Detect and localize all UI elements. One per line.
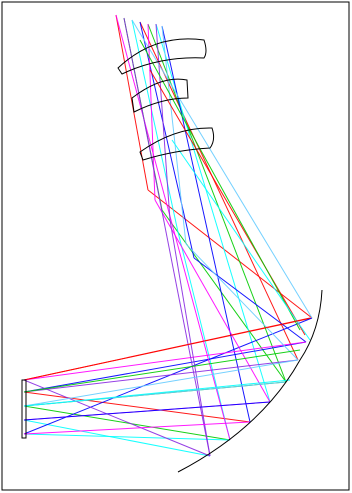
ray-segment xyxy=(23,379,291,407)
ray-segment xyxy=(161,25,187,245)
ray-segment xyxy=(23,317,313,435)
ray-segment xyxy=(23,341,307,381)
ray-segment xyxy=(147,23,156,201)
detector-box xyxy=(21,379,27,439)
ray-segment xyxy=(139,21,299,361)
ray-traces xyxy=(23,14,313,457)
ray-segment xyxy=(23,341,307,393)
ray-segment xyxy=(23,405,231,441)
lens-2 xyxy=(131,78,189,113)
ray-segment xyxy=(123,17,211,457)
ray-segment xyxy=(115,14,149,191)
ray-segment xyxy=(23,433,231,441)
curved-mirror xyxy=(177,289,323,473)
ray-segment xyxy=(155,23,171,221)
ray-segment xyxy=(23,421,251,435)
ray-segment xyxy=(23,391,251,423)
ray-segment xyxy=(115,14,231,441)
ray-segment xyxy=(161,25,251,423)
ray-segment xyxy=(149,69,306,336)
ray-segment xyxy=(139,39,301,331)
ray-segment xyxy=(155,23,271,403)
ray-segment xyxy=(23,317,311,381)
ray-segment xyxy=(23,359,299,407)
ray-segment xyxy=(185,243,299,361)
ray-segment xyxy=(23,359,299,393)
ray-segment xyxy=(171,139,311,341)
ray-segment xyxy=(131,19,179,233)
ray-segment xyxy=(147,189,313,319)
lens-3 xyxy=(139,127,215,161)
ray-segment xyxy=(23,349,301,393)
ray-segment xyxy=(23,379,211,457)
ray-segment xyxy=(161,209,287,383)
ray-segment xyxy=(23,419,211,457)
lens-1 xyxy=(117,38,207,75)
ray-segment xyxy=(169,219,211,457)
ray-segment xyxy=(131,19,313,319)
ray-segment xyxy=(23,401,271,421)
lens-group xyxy=(117,38,215,161)
